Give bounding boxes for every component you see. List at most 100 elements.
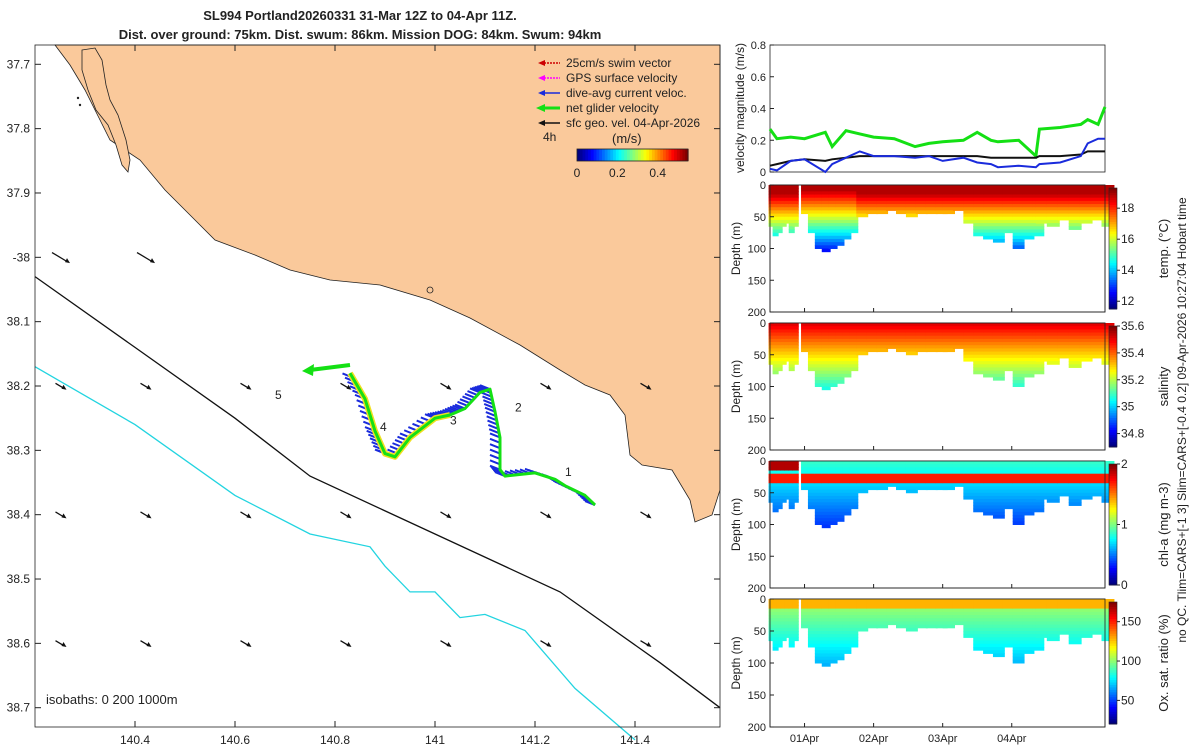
colorbar-tick-label: 16 [1121, 232, 1135, 246]
variable-label: Ox. sat. ratio (%) [1156, 614, 1171, 712]
geo-velocity-arrow [340, 640, 352, 648]
land-island [81, 47, 131, 173]
glider-track-line [348, 372, 597, 507]
velocity-series-net [768, 106, 1107, 160]
dive-current-vector [488, 428, 500, 435]
legend-dive-avg-current: dive-avg current veloc. [566, 86, 687, 100]
depth-tick-label: 150 [748, 551, 766, 563]
dac-legend-icon [538, 90, 545, 96]
depth-axis-label: Depth (m) [729, 498, 743, 551]
dive-current-vector [486, 415, 498, 422]
colorbar-tick-label: 14 [1121, 263, 1135, 277]
map-y-tick-label: 38.4 [7, 508, 31, 522]
geo-velocity-arrow [340, 511, 352, 519]
map-x-tick-label: 141 [425, 733, 445, 747]
depth-tick-label: 150 [748, 275, 766, 287]
map-x-tick-label: 141.2 [520, 733, 550, 747]
variable-label: chl-a (mg m-3) [1156, 482, 1171, 567]
geo-velocity-arrow [640, 511, 652, 519]
geo-velocity-arrow [55, 511, 67, 519]
dive-current-vector [489, 459, 501, 466]
geo-velocity-arrow [640, 382, 652, 390]
date-tick-label: 03Apr [928, 733, 958, 745]
dive-current-vector [489, 437, 501, 444]
dive-current-vector [462, 395, 473, 402]
swim-vector-legend-icon [538, 60, 545, 66]
geo-velocity-arrow [136, 251, 155, 264]
depth-tick-label: 100 [748, 382, 766, 394]
map-y-tick-label: -38 [13, 250, 31, 264]
colorbar-tick-label: 0 [1121, 578, 1128, 592]
track-label-3: 3 [450, 414, 457, 428]
legend-gps-velocity: GPS surface velocity [566, 71, 677, 85]
colorbar-tick-label: 0 [574, 166, 581, 180]
colorbar-tick-label: 12 [1121, 294, 1135, 308]
track-day-labels: 1 2 3 4 5 [275, 388, 572, 479]
processing-note: no QC. Tlim=CARS+[-1 3] Slim=CARS+[-0.4 … [1175, 197, 1189, 643]
velocity-y-ticks: 0 0.2 0.4 0.6 0.8 [751, 40, 774, 179]
geo-velocity-arrow [55, 382, 67, 390]
colorbar-tick-label: 18 [1121, 201, 1135, 215]
dive-current-vector [489, 432, 501, 439]
depth-axis-label: Depth (m) [729, 636, 743, 689]
dive-current-vector [464, 392, 476, 399]
depth-tick-label: 0 [760, 456, 766, 468]
geo-velocity-arrow [440, 382, 452, 390]
depth-tick-label: 150 [748, 413, 766, 425]
geo-velocity-arrow [540, 382, 552, 390]
date-tick-label: 02Apr [859, 733, 889, 745]
depth-tick-label: 200 [748, 722, 766, 734]
velocity-series-geo [769, 150, 1105, 167]
track-label-4: 4 [380, 420, 387, 434]
map-y-tick-label: 38.6 [7, 636, 31, 650]
depth-tick-label: 50 [754, 212, 766, 224]
geo-velocity-arrow [440, 640, 452, 648]
net-velocity-legend-icon [536, 104, 545, 112]
legend-net-glider-velocity: net glider velocity [566, 101, 659, 115]
depth-tick-label: 50 [754, 626, 766, 638]
velocity-magnitude-panel: 0 0.2 0.4 0.6 0.8 velocity magnitude (m/s) [733, 40, 1107, 179]
map-x-tick-label: 140.8 [320, 733, 350, 747]
map-x-tick-label: 140.6 [220, 733, 250, 747]
rock-dot [76, 96, 80, 100]
depth-tick-label: 100 [748, 658, 766, 670]
colorbar-tick-label: 0.2 [609, 166, 626, 180]
colorbar-tick-label: 35.6 [1121, 319, 1145, 333]
depth-tick-label: 50 [754, 488, 766, 500]
legend-swim-vector: 25cm/s swim vector [566, 56, 671, 70]
depth-tick-label: 50 [754, 350, 766, 362]
map-y-tick-label: 38.7 [7, 701, 31, 715]
dive-current-vector [489, 443, 501, 450]
colorbar-tick-label: 0.4 [649, 166, 666, 180]
velocity-y-tick-label: 0.2 [751, 135, 766, 147]
geo-velocity-legend-icon [538, 120, 545, 126]
variable-label: temp. (°C) [1156, 219, 1171, 278]
map-y-tick-label: 38.2 [7, 379, 31, 393]
geo-velocity-arrow [55, 640, 67, 648]
section-panel: 0 50 100 150 200 Depth (m) 0 1 2 chl-a (mg m-3) [729, 456, 1171, 595]
colorbar-tick-label: 100 [1121, 654, 1141, 668]
map-y-tick-label: 38.1 [7, 315, 31, 329]
date-tick-label: 01Apr [790, 733, 820, 745]
geo-velocity-arrow [540, 640, 552, 648]
velocity-y-tick-label: 0.8 [751, 40, 766, 52]
map-ticks: 140.4 140.6 140.8 141 141.2 141.437.737.837.9… [7, 45, 720, 747]
track-label-2: 2 [515, 401, 522, 415]
depth-tick-label: 200 [748, 445, 766, 457]
depth-tick-label: 200 [748, 307, 766, 319]
geo-velocity-arrow [51, 251, 70, 264]
legend-time-step: 4h [543, 130, 556, 144]
colorbar-tick-label: 50 [1121, 693, 1135, 707]
section-panel: 0 50 100 150 200 Depth (m) 50 100 150 Ox. sat. ra… [729, 594, 1171, 734]
dive-current-vector [489, 453, 501, 460]
geo-velocity-arrow [540, 511, 552, 519]
map-y-tick-label: 37.9 [7, 186, 31, 200]
geo-velocity-arrow [640, 640, 652, 648]
rock-dot [78, 103, 82, 107]
colorbar-tick-label: 35.2 [1121, 373, 1145, 387]
speed-colorbar: 0 0.2 0.4 [574, 148, 689, 180]
velocity-y-tick-label: 0.4 [751, 104, 766, 116]
legend-geostrophic-velocity: sfc geo. vel. 04-Apr-2026 [566, 116, 700, 130]
depth-axis-label: Depth (m) [729, 360, 743, 413]
